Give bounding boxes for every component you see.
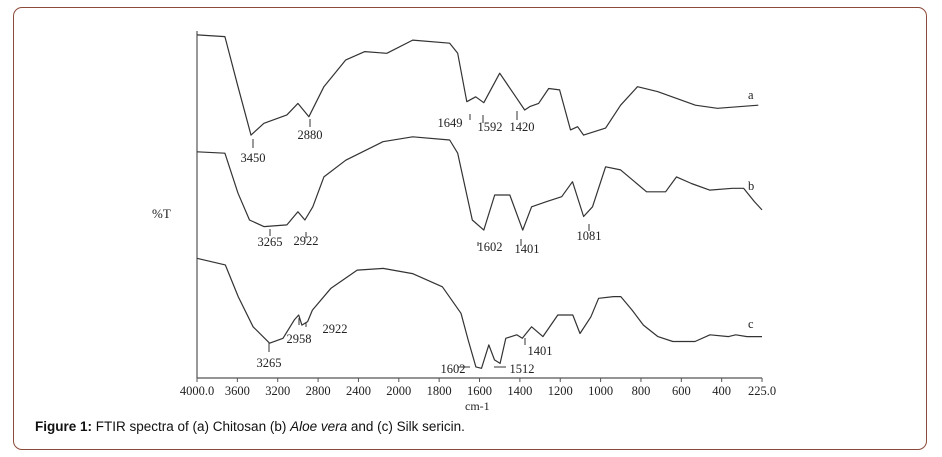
peak-label: 1602 (441, 362, 466, 376)
peak-label: 1081 (577, 229, 602, 243)
peak-label: 3265 (258, 235, 283, 249)
peak-label: 3265 (257, 356, 282, 370)
series-b-line (196, 136, 763, 231)
peak-label: 1649 (438, 116, 463, 130)
peak-label: 2880 (298, 128, 323, 142)
x-tick-label: 2400 (346, 384, 371, 398)
peak-label: 2922 (323, 322, 348, 336)
peak-label: 3450 (241, 151, 266, 165)
x-tick-label: 800 (632, 384, 651, 398)
x-tick-label: 1400 (507, 384, 532, 398)
x-tick-label: 3200 (265, 384, 290, 398)
x-tick-label: 1000 (588, 384, 613, 398)
x-axis-label: cm-1 (465, 399, 490, 413)
x-tick-label: 225.0 (748, 384, 776, 398)
x-tick-label: 3600 (225, 384, 250, 398)
series-c-label: c (748, 317, 754, 331)
series-c-line (196, 257, 762, 369)
x-tick-label: 1200 (548, 384, 573, 398)
x-tick-label: 400 (712, 384, 731, 398)
peak-label: 2922 (294, 234, 319, 248)
peak-label: 1420 (510, 120, 535, 134)
figure-frame (13, 7, 927, 450)
x-tick-label: 1800 (427, 384, 452, 398)
series-a-line (196, 34, 759, 136)
x-tick-label: 4000.0 (180, 384, 214, 398)
series-b-label: b (748, 179, 754, 193)
caption-italic: Aloe vera (290, 419, 348, 434)
x-tick-label: 1600 (467, 384, 492, 398)
caption-text-1: FTIR spectra of (a) Chitosan (b) (92, 419, 291, 434)
peak-label: 1592 (478, 120, 503, 134)
x-tick-label: 2800 (306, 384, 331, 398)
peak-label: 1602 (478, 240, 503, 254)
x-tick-label: 600 (672, 384, 691, 398)
peak-label: 1401 (528, 344, 553, 358)
figure-caption: Figure 1: FTIR spectra of (a) Chitosan (… (35, 419, 465, 434)
peak-label: 1401 (515, 242, 540, 256)
series-a-label: a (748, 88, 754, 102)
peak-label: 1512 (510, 362, 535, 376)
peak-label: 2958 (287, 332, 312, 346)
caption-label: Figure 1: (35, 419, 93, 434)
x-tick-label: 2000 (386, 384, 411, 398)
y-axis-label: %T (152, 206, 171, 221)
caption-text-2: and (c) Silk sericin. (347, 419, 465, 434)
